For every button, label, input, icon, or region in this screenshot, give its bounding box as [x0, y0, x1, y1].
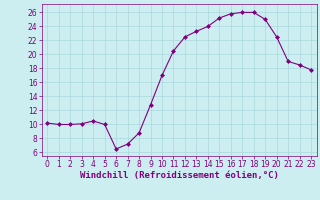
X-axis label: Windchill (Refroidissement éolien,°C): Windchill (Refroidissement éolien,°C): [80, 171, 279, 180]
